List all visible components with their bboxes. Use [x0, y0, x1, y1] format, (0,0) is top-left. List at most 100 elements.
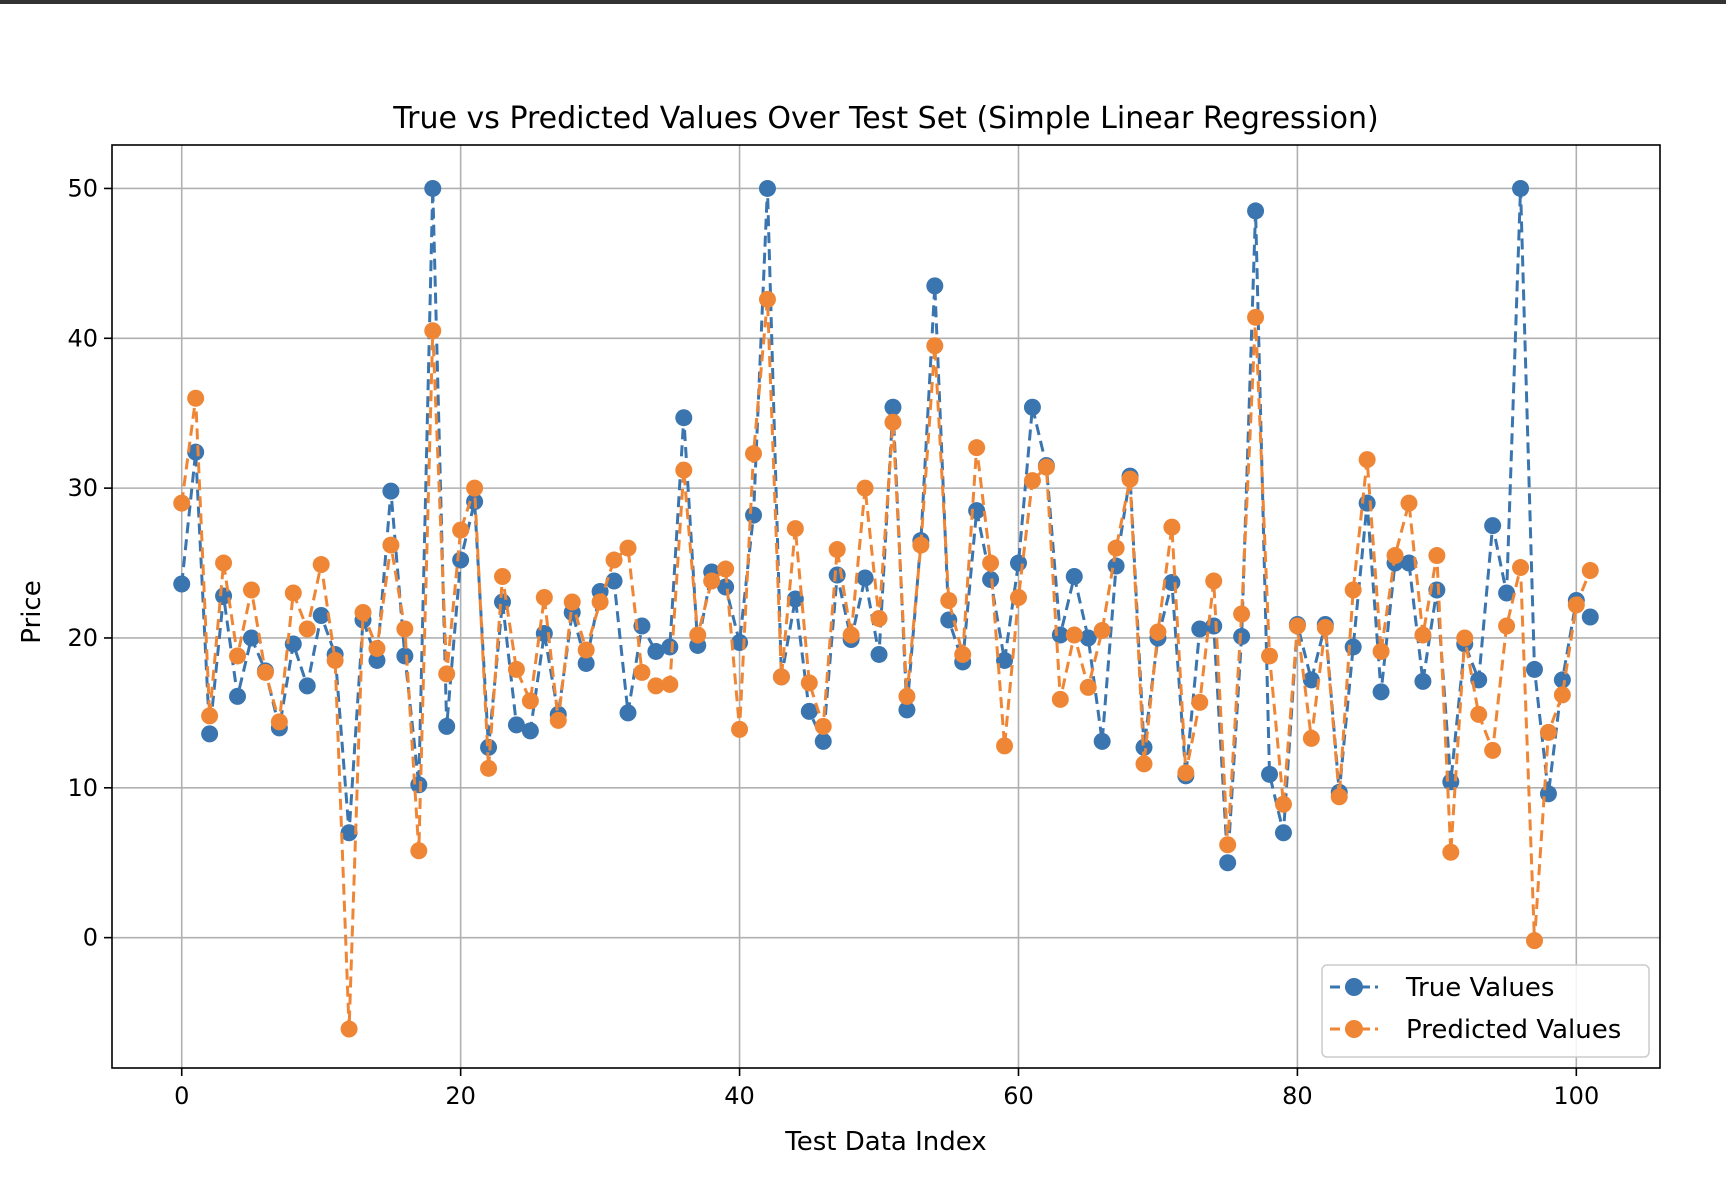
data-point	[242, 629, 260, 647]
data-point	[745, 506, 763, 524]
data-point	[954, 645, 972, 663]
data-point	[828, 566, 846, 584]
data-point	[926, 277, 944, 295]
data-point	[577, 654, 595, 672]
data-point	[1219, 854, 1237, 872]
data-point	[1484, 741, 1502, 759]
data-point	[256, 663, 274, 681]
x-tick-label: 80	[1282, 1082, 1313, 1110]
data-point	[1428, 547, 1446, 565]
data-point	[1065, 626, 1083, 644]
data-point	[549, 711, 567, 729]
legend-label-predicted-values: Predicted Values	[1406, 1015, 1621, 1045]
data-point	[1121, 470, 1139, 488]
data-point	[1512, 559, 1530, 577]
data-point	[1191, 620, 1209, 638]
data-point	[1274, 795, 1292, 813]
data-point	[1512, 179, 1530, 197]
data-point	[424, 322, 442, 340]
data-point	[1344, 638, 1362, 656]
data-point	[1261, 647, 1279, 665]
data-point	[326, 651, 344, 669]
data-point	[856, 569, 874, 587]
data-point	[1149, 623, 1167, 641]
data-point	[619, 704, 637, 722]
data-point	[661, 638, 679, 656]
data-point	[717, 560, 735, 578]
window-top-border	[0, 0, 1726, 4]
y-tick-label: 20	[67, 624, 98, 652]
data-point	[242, 581, 260, 599]
data-point	[1400, 494, 1418, 512]
data-point	[1205, 572, 1223, 590]
data-point	[1107, 539, 1125, 557]
data-point	[1219, 836, 1237, 854]
data-point	[466, 479, 484, 497]
data-point	[1037, 458, 1055, 476]
axis-ticks: 0 20 40 60 80 100 0 10 20 30 40 50	[67, 174, 1599, 1110]
data-point	[605, 551, 623, 569]
data-point	[229, 647, 247, 665]
data-point	[340, 824, 358, 842]
data-point	[1525, 932, 1543, 950]
data-point	[1135, 755, 1153, 773]
data-point	[605, 572, 623, 590]
data-point	[187, 389, 205, 407]
data-point	[1525, 660, 1543, 678]
data-point	[814, 717, 832, 735]
data-point	[1107, 557, 1125, 575]
data-point	[521, 722, 539, 740]
data-point	[201, 707, 219, 725]
x-tick-label: 60	[1003, 1082, 1034, 1110]
y-tick-label: 40	[67, 324, 98, 352]
series-line	[180, 188, 1592, 863]
data-point	[591, 593, 609, 611]
y-axis-label: Price	[17, 580, 47, 643]
data-point	[870, 645, 888, 663]
data-point	[173, 494, 191, 512]
data-point	[1372, 683, 1390, 701]
data-point	[1400, 554, 1418, 572]
data-point	[410, 842, 428, 860]
data-point	[521, 692, 539, 710]
data-point	[1470, 705, 1488, 723]
x-tick-label: 40	[724, 1082, 755, 1110]
data-point	[507, 716, 525, 734]
data-point	[619, 539, 637, 557]
data-point	[354, 603, 372, 621]
data-point	[758, 179, 776, 197]
data-point	[1051, 690, 1069, 708]
data-point	[996, 737, 1014, 755]
data-point	[312, 556, 330, 574]
data-point	[1302, 671, 1320, 689]
data-point	[1247, 308, 1265, 326]
data-point	[1316, 618, 1334, 636]
data-point	[1093, 732, 1111, 750]
data-point	[633, 663, 651, 681]
data-point	[675, 461, 693, 479]
data-point	[703, 572, 721, 590]
data-point	[382, 482, 400, 500]
data-point	[926, 337, 944, 355]
data-point	[187, 443, 205, 461]
data-point	[382, 536, 400, 554]
data-point	[1079, 629, 1097, 647]
data-point	[493, 568, 511, 586]
data-point	[507, 660, 525, 678]
data-point	[452, 521, 470, 539]
data-point	[1358, 451, 1376, 469]
y-tick-label: 10	[67, 774, 98, 802]
data-point	[1233, 605, 1251, 623]
data-point	[368, 651, 386, 669]
data-point	[480, 738, 498, 756]
data-point	[647, 642, 665, 660]
data-point	[1177, 764, 1195, 782]
x-tick-label: 0	[174, 1082, 189, 1110]
data-point	[340, 1020, 358, 1038]
data-point	[1386, 547, 1404, 565]
data-point	[201, 725, 219, 743]
data-point	[396, 647, 414, 665]
data-point	[1135, 738, 1153, 756]
data-point	[1498, 584, 1516, 602]
legend-label-true-values: True Values	[1405, 973, 1554, 1003]
